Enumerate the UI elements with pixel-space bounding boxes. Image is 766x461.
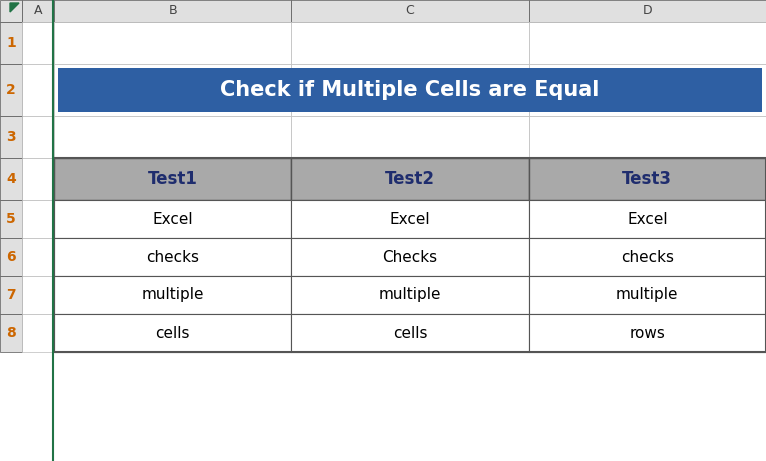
Bar xyxy=(529,314,766,352)
Bar xyxy=(0,276,22,314)
Bar xyxy=(54,116,291,158)
Text: Test3: Test3 xyxy=(622,170,673,188)
Bar xyxy=(291,238,529,276)
Text: Excel: Excel xyxy=(390,212,430,226)
Bar xyxy=(291,22,529,64)
Bar xyxy=(54,200,291,238)
Bar xyxy=(22,0,54,22)
Text: Excel: Excel xyxy=(627,212,668,226)
Bar xyxy=(529,158,766,200)
Text: D: D xyxy=(643,5,652,18)
Text: 2: 2 xyxy=(6,83,16,97)
Bar xyxy=(291,276,529,314)
Bar xyxy=(22,116,54,158)
Text: cells: cells xyxy=(393,325,427,341)
Bar xyxy=(0,0,22,22)
Text: C: C xyxy=(406,5,414,18)
Bar xyxy=(22,276,54,314)
Bar xyxy=(291,64,529,116)
Bar xyxy=(0,238,22,276)
Text: multiple: multiple xyxy=(616,288,679,302)
Bar xyxy=(22,22,54,64)
Bar xyxy=(0,22,22,64)
Text: 4: 4 xyxy=(6,172,16,186)
Bar xyxy=(529,0,766,22)
Text: 5: 5 xyxy=(6,212,16,226)
Bar xyxy=(58,68,762,112)
Bar xyxy=(291,200,529,238)
Bar xyxy=(22,158,54,200)
Bar xyxy=(54,158,291,200)
Text: cells: cells xyxy=(155,325,190,341)
Bar xyxy=(529,116,766,158)
Bar xyxy=(54,64,291,116)
Bar xyxy=(54,276,291,314)
Text: Check if Multiple Cells are Equal: Check if Multiple Cells are Equal xyxy=(221,80,600,100)
Bar xyxy=(291,158,529,200)
Bar xyxy=(0,158,22,200)
Bar xyxy=(291,158,529,200)
Bar xyxy=(291,314,529,352)
Bar xyxy=(54,314,291,352)
Bar xyxy=(291,314,529,352)
Text: Excel: Excel xyxy=(152,212,193,226)
Bar xyxy=(22,314,54,352)
Bar xyxy=(54,314,291,352)
Text: multiple: multiple xyxy=(378,288,441,302)
Bar xyxy=(0,314,22,352)
Text: Test2: Test2 xyxy=(385,170,435,188)
Text: B: B xyxy=(169,5,177,18)
Bar xyxy=(0,200,22,238)
Bar xyxy=(529,200,766,238)
Bar xyxy=(529,22,766,64)
Text: A: A xyxy=(34,5,42,18)
Bar xyxy=(529,314,766,352)
Bar xyxy=(291,276,529,314)
Bar xyxy=(54,0,291,22)
Bar xyxy=(54,200,291,238)
Bar xyxy=(529,200,766,238)
Bar xyxy=(291,116,529,158)
Bar xyxy=(529,276,766,314)
Bar xyxy=(529,158,766,200)
Bar xyxy=(54,276,291,314)
Text: checks: checks xyxy=(620,249,674,265)
Bar xyxy=(0,116,22,158)
Bar xyxy=(0,64,22,116)
Text: 8: 8 xyxy=(6,326,16,340)
Bar xyxy=(54,158,766,352)
Text: 6: 6 xyxy=(6,250,16,264)
Text: 7: 7 xyxy=(6,288,16,302)
Polygon shape xyxy=(10,3,19,12)
Text: 3: 3 xyxy=(6,130,16,144)
Text: 1: 1 xyxy=(6,36,16,50)
Text: Test1: Test1 xyxy=(148,170,198,188)
Bar xyxy=(54,238,291,276)
Text: checks: checks xyxy=(146,249,199,265)
Bar xyxy=(529,64,766,116)
Bar xyxy=(54,158,291,200)
Bar xyxy=(291,200,529,238)
Bar xyxy=(291,0,529,22)
Bar xyxy=(22,200,54,238)
Text: multiple: multiple xyxy=(142,288,204,302)
Bar xyxy=(54,22,291,64)
Bar xyxy=(529,238,766,276)
Bar xyxy=(291,238,529,276)
Text: Checks: Checks xyxy=(382,249,437,265)
Bar xyxy=(22,64,54,116)
Bar xyxy=(22,238,54,276)
Bar xyxy=(529,276,766,314)
Text: rows: rows xyxy=(630,325,665,341)
Bar xyxy=(54,238,291,276)
Bar xyxy=(529,238,766,276)
